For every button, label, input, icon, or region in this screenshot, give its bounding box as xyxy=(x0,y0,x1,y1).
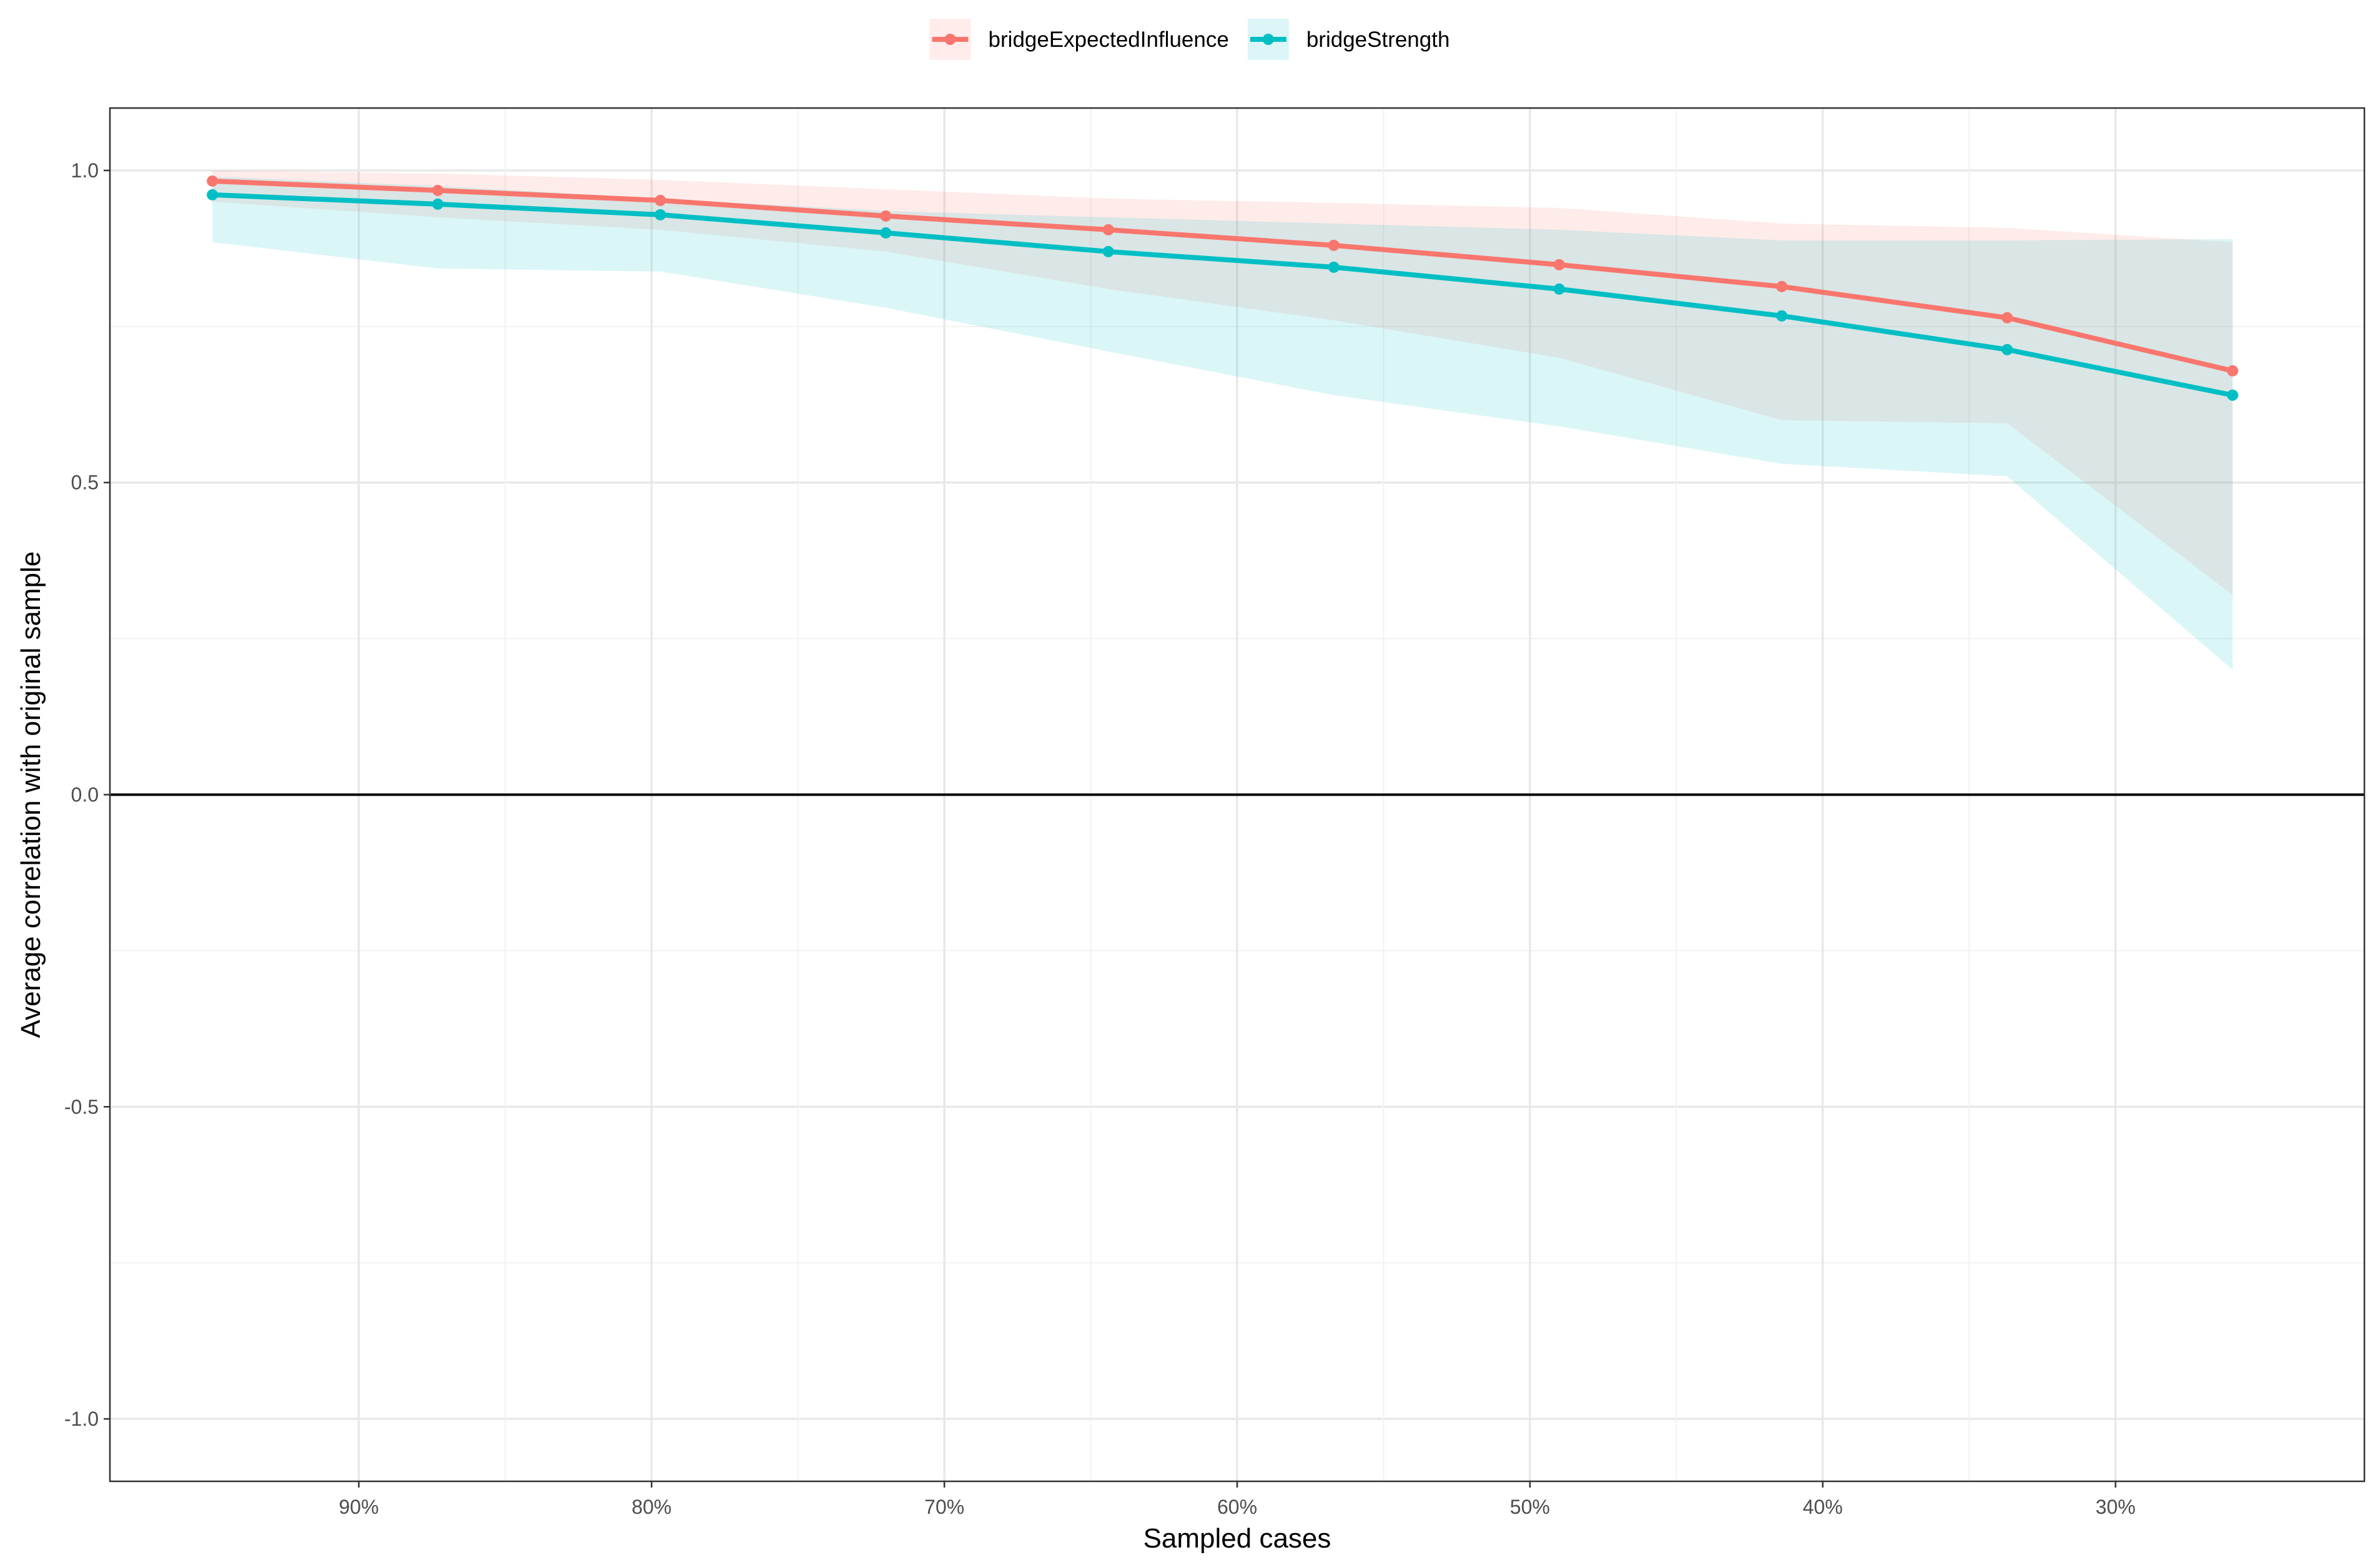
series-line-bridgeStrength xyxy=(210,192,2236,398)
series-lines xyxy=(210,178,2236,398)
data-point-bridgeStrength xyxy=(2002,343,2013,355)
x-tick-label: 90% xyxy=(338,1496,378,1518)
x-tick-label: 60% xyxy=(1217,1496,1257,1518)
data-point-bridgeExpectedInfluence xyxy=(1328,239,1340,251)
x-axis-title: Sampled cases xyxy=(1143,1523,1331,1554)
y-tick-label: -0.5 xyxy=(64,1095,99,1118)
data-point-bridgeExpectedInfluence xyxy=(1553,259,1565,270)
data-point-bridgeStrength xyxy=(2227,389,2239,401)
data-point-bridgeExpectedInfluence xyxy=(2227,365,2239,377)
data-point-bridgeStrength xyxy=(880,227,892,239)
x-axis: 90% 80% 70% 60% 50% 40% 30% xyxy=(338,1481,2136,1518)
data-point-bridgeExpectedInfluence xyxy=(880,210,892,222)
ribbon-bridgeStrength xyxy=(212,176,2233,670)
x-tick-label: 80% xyxy=(631,1496,671,1518)
data-point-bridgeStrength xyxy=(1776,310,1788,322)
data-point-bridgeExpectedInfluence xyxy=(207,175,219,187)
series-points xyxy=(207,175,2239,401)
x-tick-label: 30% xyxy=(2095,1496,2135,1518)
legend-key-point xyxy=(944,34,956,45)
data-point-bridgeExpectedInfluence xyxy=(654,194,666,206)
data-point-bridgeStrength xyxy=(1328,261,1340,273)
data-point-bridgeExpectedInfluence xyxy=(1102,224,1114,235)
y-tick-label: 0.5 xyxy=(71,471,99,494)
y-tick-label: -1.0 xyxy=(64,1408,99,1430)
data-point-bridgeExpectedInfluence xyxy=(432,184,444,196)
x-tick-label: 70% xyxy=(924,1496,964,1518)
data-point-bridgeStrength xyxy=(1102,245,1114,257)
legend-item-bridgeStrength: bridgeStrength xyxy=(1247,19,1450,60)
data-point-bridgeExpectedInfluence xyxy=(2002,312,2013,323)
legend: bridgeExpectedInfluence bridgeStrength xyxy=(929,19,1450,60)
legend-key-point xyxy=(1262,34,1274,45)
data-point-bridgeStrength xyxy=(207,189,219,200)
data-point-bridgeStrength xyxy=(654,209,666,220)
ribbons xyxy=(212,170,2233,670)
x-tick-label: 40% xyxy=(1803,1496,1843,1518)
x-tick-label: 50% xyxy=(1510,1496,1550,1518)
data-point-bridgeExpectedInfluence xyxy=(1776,280,1788,292)
ribbon-bridgeExpectedInfluence xyxy=(212,170,2233,595)
y-tick-label: 1.0 xyxy=(71,159,99,182)
series-line-bridgeExpectedInfluence xyxy=(210,178,2236,373)
legend-label: bridgeStrength xyxy=(1306,27,1450,52)
y-axis: -1.0 -0.5 0.0 0.5 1.0 xyxy=(64,159,110,1430)
legend-item-bridgeExpectedInfluence: bridgeExpectedInfluence xyxy=(929,19,1229,60)
y-axis-title: Average correlation with original sample xyxy=(16,551,46,1038)
y-tick-label: 0.0 xyxy=(71,784,99,806)
data-point-bridgeStrength xyxy=(432,198,444,210)
legend-label: bridgeExpectedInfluence xyxy=(989,27,1229,52)
data-point-bridgeStrength xyxy=(1553,283,1565,295)
